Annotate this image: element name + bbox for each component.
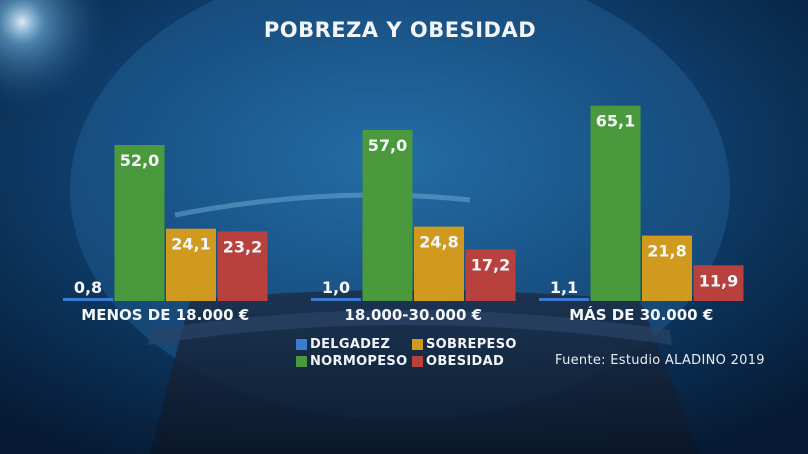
bar-delgadez-18000-30000 bbox=[311, 298, 361, 301]
legend-item-delgadez: DELGADEZ bbox=[296, 337, 390, 352]
chart-legend: DELGADEZ SOBREPESO NORMOPESO OBESIDAD bbox=[296, 337, 536, 371]
data-label-delgadez-18000-30000: 1,0 bbox=[322, 278, 350, 297]
bar-normopeso-menos-18000 bbox=[114, 145, 165, 301]
data-label-delgadez-mas-30000: 1,1 bbox=[550, 278, 578, 297]
legend-item-sobrepeso: SOBREPESO bbox=[412, 337, 517, 352]
source-note: Fuente: Estudio ALADINO 2019 bbox=[555, 353, 765, 368]
bar-sobrepeso-18000-30000 bbox=[414, 226, 464, 301]
legend-swatch-obesidad bbox=[412, 356, 423, 367]
bar-obesidad-18000-30000 bbox=[465, 249, 516, 301]
chart-title: POBREZA Y OBESIDAD bbox=[263, 18, 537, 42]
bar-delgadez-mas-30000 bbox=[539, 298, 589, 301]
data-label-normopeso-mas-30000: 65,1 bbox=[596, 112, 635, 131]
data-label-sobrepeso-mas-30000: 21,8 bbox=[647, 242, 686, 261]
data-label-normopeso-18000-30000: 57,0 bbox=[368, 136, 407, 155]
data-label-delgadez-menos-18000: 0,8 bbox=[74, 278, 102, 297]
legend-swatch-normopeso bbox=[296, 356, 307, 367]
legend-swatch-sobrepeso bbox=[412, 339, 423, 350]
data-label-sobrepeso-18000-30000: 24,8 bbox=[419, 233, 458, 252]
bar-obesidad-menos-18000 bbox=[217, 231, 268, 301]
bar-sobrepeso-mas-30000 bbox=[642, 235, 692, 301]
data-label-normopeso-menos-18000: 52,0 bbox=[120, 151, 159, 170]
category-label-mas-30000: MÁS DE 30.000 € bbox=[569, 305, 713, 324]
bar-delgadez-menos-18000 bbox=[63, 298, 113, 301]
legend-label-normopeso: NORMOPESO bbox=[310, 354, 408, 369]
category-label-menos-18000: MENOS DE 18.000 € bbox=[81, 306, 249, 324]
legend-item-normopeso: NORMOPESO bbox=[296, 354, 407, 369]
data-label-obesidad-18000-30000: 17,2 bbox=[471, 255, 510, 274]
data-label-sobrepeso-menos-18000: 24,1 bbox=[171, 235, 210, 254]
legend-label-delgadez: DELGADEZ bbox=[310, 337, 391, 352]
bar-normopeso-18000-30000 bbox=[362, 130, 413, 301]
category-label-18000-30000: 18.000-30.000 € bbox=[344, 306, 482, 324]
legend-label-obesidad: OBESIDAD bbox=[426, 354, 505, 369]
legend-item-obesidad: OBESIDAD bbox=[412, 354, 504, 369]
bar-sobrepeso-menos-18000 bbox=[166, 228, 216, 301]
data-label-obesidad-menos-18000: 23,2 bbox=[223, 237, 262, 256]
bar-normopeso-mas-30000 bbox=[590, 105, 641, 301]
bar-obesidad-mas-30000 bbox=[693, 265, 744, 301]
data-label-obesidad-mas-30000: 11,9 bbox=[699, 271, 738, 290]
legend-label-sobrepeso: SOBREPESO bbox=[426, 337, 517, 352]
legend-swatch-delgadez bbox=[296, 339, 307, 350]
